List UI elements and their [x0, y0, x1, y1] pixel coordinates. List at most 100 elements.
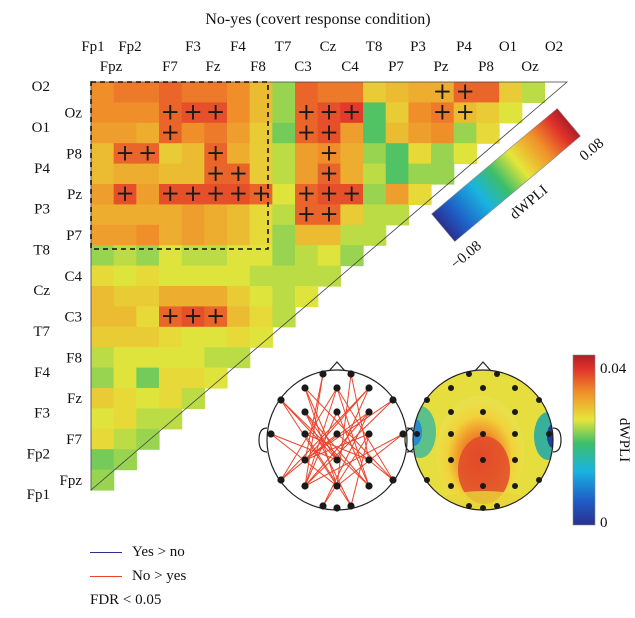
electrode-dot [512, 431, 518, 437]
heatmap-cell [136, 224, 160, 246]
significance-marker: + [319, 202, 338, 228]
column-label: F8 [250, 59, 266, 75]
heatmap-cell [113, 367, 137, 389]
column-label: Fpz [100, 59, 123, 75]
heatmap-cell [91, 306, 115, 328]
electrode-dot [347, 370, 355, 378]
significance-marker: + [319, 161, 338, 187]
heatmap-cell [272, 122, 296, 144]
significance-marker: + [433, 100, 452, 126]
heatmap-cell [91, 449, 115, 471]
column-label: F4 [230, 39, 246, 55]
heatmap-cell [340, 163, 364, 185]
network-connection-line [304, 433, 370, 461]
heatmap-cell [113, 163, 137, 185]
heatmap-cell [91, 122, 115, 144]
heatmap-cell [272, 306, 296, 328]
topo-head-right-ear [552, 427, 562, 453]
heatmap-cell [181, 224, 205, 246]
significance-marker: + [319, 100, 338, 126]
heatmap-cell [363, 82, 387, 103]
row-label: Cz [33, 283, 50, 299]
topo-electrodes [414, 371, 552, 511]
heatmap-cell [91, 388, 115, 409]
significance-marker: + [161, 100, 180, 126]
electrode-dot [301, 384, 309, 392]
heatmap-cell [431, 143, 455, 165]
topo-head-left-ear [404, 427, 414, 453]
heatmap-cell [113, 265, 137, 287]
electrode-dot [546, 431, 552, 437]
network-head-nose [328, 361, 346, 372]
heatmap-cell [159, 82, 183, 103]
topo-bottom-yellow [434, 491, 534, 510]
electrode-dot [512, 483, 518, 489]
electrode-dot [267, 430, 275, 438]
heatmap-cell [181, 306, 205, 328]
heatmap-cell [227, 82, 251, 103]
heatmap-cell [317, 224, 341, 246]
row-label: Fz [67, 391, 82, 407]
heatmap-cell [385, 82, 409, 103]
significance-marker: + [161, 181, 180, 207]
heatmap-cell [499, 102, 523, 124]
heatmap-cell [159, 163, 183, 185]
row-label: O2 [32, 79, 50, 95]
topo-colorbar-label: dWPLI [616, 418, 632, 462]
significance-marker: + [297, 120, 316, 146]
significance-marker: + [455, 79, 474, 105]
heatmap-cell [136, 82, 160, 103]
heatmap-cell [181, 286, 205, 307]
heatmap-cell [159, 184, 183, 205]
electrode-dot [333, 456, 341, 464]
electrode-dot [536, 477, 542, 483]
heatmap-cell [159, 265, 183, 287]
heatmap-cell [136, 408, 160, 430]
heatmap-cell [227, 102, 251, 124]
column-label: C3 [294, 59, 312, 75]
highlight-box [90, 81, 269, 250]
row-label: T8 [33, 242, 50, 258]
column-label: P7 [388, 59, 404, 75]
heatmap-cell [227, 143, 251, 165]
heatmap-cell [227, 306, 251, 328]
electrode-dot [365, 384, 373, 392]
main-colorbar-min: −0.08 [448, 238, 485, 273]
heatmap-cell [227, 326, 251, 348]
row-label: C3 [64, 310, 82, 326]
heatmap-cell [204, 122, 228, 144]
significance-marker: + [115, 140, 134, 166]
heatmap-cell [181, 265, 205, 287]
heatmap-cell [249, 224, 273, 246]
heatmap-cell [272, 184, 296, 205]
heatmap-cell [453, 102, 477, 124]
heatmap-cell [113, 82, 137, 103]
heatmap-cell [249, 306, 273, 328]
heatmap-cell [249, 204, 273, 226]
row-label: Fp1 [27, 487, 50, 503]
heatmap-cell [159, 306, 183, 328]
heatmap-cell [408, 102, 432, 124]
heatmap-cell [249, 286, 273, 307]
row-label: P3 [34, 202, 50, 218]
heatmap-cell [408, 163, 432, 185]
heatmap-cell [91, 367, 115, 389]
column-label: C4 [341, 59, 359, 75]
heatmap-cell [113, 449, 137, 471]
heatmap-cell [136, 265, 160, 287]
electrode-dot [319, 502, 327, 510]
column-label: F7 [162, 59, 178, 75]
heatmap-cell [340, 143, 364, 165]
network-connection-line [304, 387, 338, 487]
column-labels: Fp1 Fp2 F3 F4 T7 Cz T8 P3 P4 O1 O2 Fpz F7 Fz F8 C3 C4 P7 P… [81, 39, 563, 75]
column-label: P3 [410, 39, 426, 55]
column-label: O2 [545, 39, 563, 55]
heatmap-cell [159, 245, 183, 267]
heatmap-cell [159, 388, 183, 409]
heatmap-cell [431, 102, 455, 124]
heatmap-cell [136, 102, 160, 124]
heatmap-cell [181, 143, 205, 165]
network-connection-line [280, 399, 370, 487]
heatmap-cell [385, 184, 409, 205]
heatmap-cell [159, 224, 183, 246]
